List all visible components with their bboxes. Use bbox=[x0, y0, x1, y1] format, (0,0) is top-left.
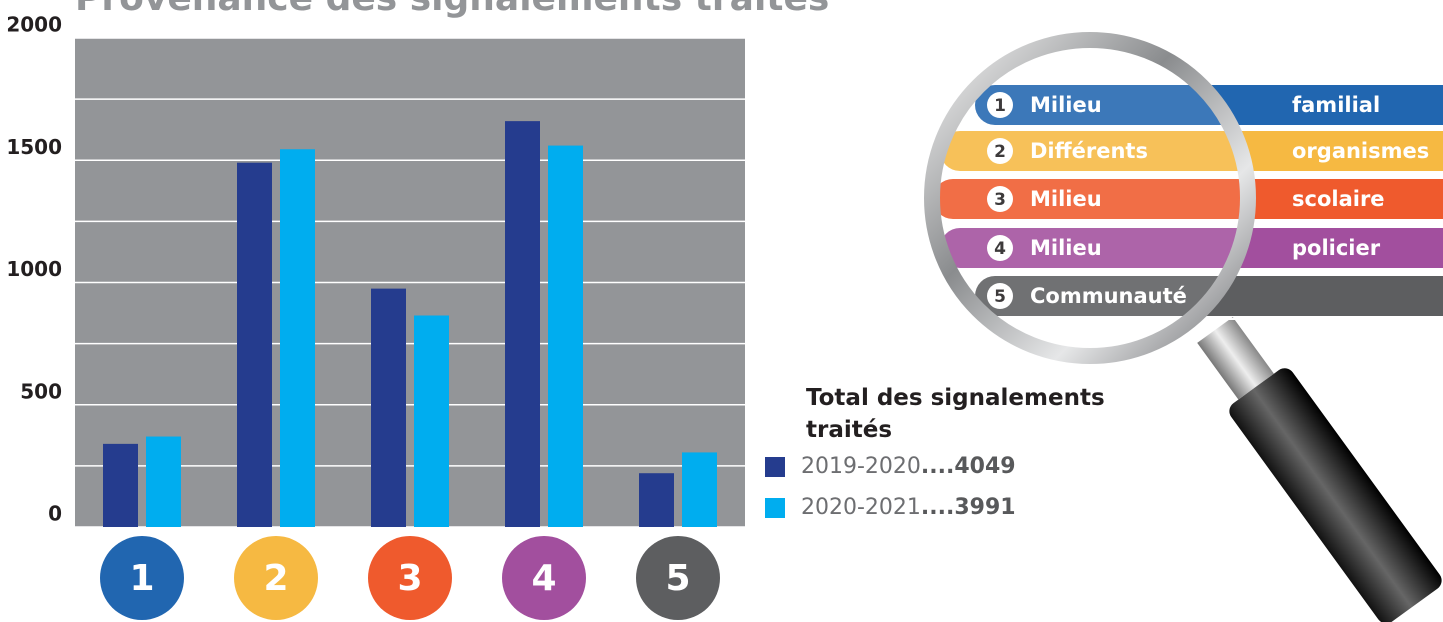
y-tick-label: 500 bbox=[20, 379, 62, 403]
legend-swatch bbox=[765, 456, 785, 477]
band-label: scolaire bbox=[1292, 187, 1385, 211]
handle-grip bbox=[1229, 368, 1442, 622]
band-badge bbox=[987, 186, 1013, 212]
band-badge bbox=[987, 283, 1013, 309]
bar bbox=[237, 162, 272, 527]
chart-title: Provenance des signalements traités bbox=[75, 0, 829, 19]
plot: 0 500 1000 1500 2000 1 2 3 4 5 bbox=[6, 13, 745, 620]
band-badge bbox=[987, 138, 1013, 164]
legend-label: 2020-2021 bbox=[801, 495, 921, 520]
y-tick-label: 0 bbox=[48, 502, 62, 526]
category-band bbox=[933, 179, 1443, 219]
bar bbox=[548, 145, 583, 527]
legend-separator: .... bbox=[920, 495, 955, 520]
legend: Total des signalements traités 2019-2020… bbox=[765, 382, 1105, 528]
band-label: Milieu bbox=[1030, 93, 1102, 117]
band-label: Milieu bbox=[1030, 187, 1102, 211]
band-label: familial bbox=[1292, 93, 1380, 117]
bar bbox=[371, 288, 406, 527]
legend-title: Total des signalements traités bbox=[806, 385, 1105, 443]
magnifier-handle bbox=[1197, 317, 1442, 622]
legend-label: 2019-2020 bbox=[801, 454, 921, 479]
legend-swatch bbox=[765, 497, 785, 518]
category-badge bbox=[100, 536, 184, 620]
bar bbox=[639, 473, 674, 527]
category-badge bbox=[234, 536, 318, 620]
bar bbox=[103, 443, 138, 527]
x-tick-label: 2 bbox=[263, 558, 288, 599]
y-tick-label: 1500 bbox=[6, 135, 62, 159]
band-number: 3 bbox=[994, 190, 1006, 210]
legend-item: 2020-2021.... 3991 bbox=[765, 487, 1105, 528]
band-badge bbox=[987, 235, 1013, 261]
x-tick-label: 3 bbox=[397, 558, 422, 599]
x-tick-label: 1 bbox=[129, 558, 154, 599]
legend-total: 3991 bbox=[954, 495, 1016, 520]
y-tick-label: 2000 bbox=[6, 13, 62, 37]
category-badge bbox=[636, 536, 720, 620]
legend-item: 2019-2020.... 4049 bbox=[765, 446, 1105, 487]
band-number: 4 bbox=[994, 239, 1006, 259]
x-tick-label: 5 bbox=[665, 558, 690, 599]
band-label: Milieu bbox=[1030, 236, 1102, 260]
band-label: policier bbox=[1292, 236, 1381, 260]
band-badge bbox=[987, 92, 1013, 118]
band-label: organismes bbox=[1292, 139, 1429, 163]
legend-separator: .... bbox=[920, 454, 955, 479]
bar bbox=[505, 121, 540, 527]
category-badge bbox=[502, 536, 586, 620]
bar bbox=[682, 452, 717, 527]
handle-neck bbox=[1197, 317, 1274, 400]
band-number: 1 bbox=[994, 96, 1006, 116]
category-badge bbox=[368, 536, 452, 620]
category-band bbox=[940, 131, 1443, 171]
band-number: 5 bbox=[994, 287, 1006, 307]
y-tick-label: 1000 bbox=[6, 257, 62, 281]
x-tick-label: 4 bbox=[531, 558, 556, 599]
bar bbox=[280, 149, 315, 527]
legend-total: 4049 bbox=[954, 454, 1016, 479]
band-label: Communauté bbox=[1030, 284, 1187, 308]
band-number: 2 bbox=[994, 142, 1006, 162]
magnifier-lens bbox=[924, 32, 1256, 364]
bar bbox=[414, 315, 449, 527]
category-band bbox=[940, 228, 1443, 268]
band-label: Différents bbox=[1030, 139, 1148, 163]
bar bbox=[146, 436, 181, 527]
